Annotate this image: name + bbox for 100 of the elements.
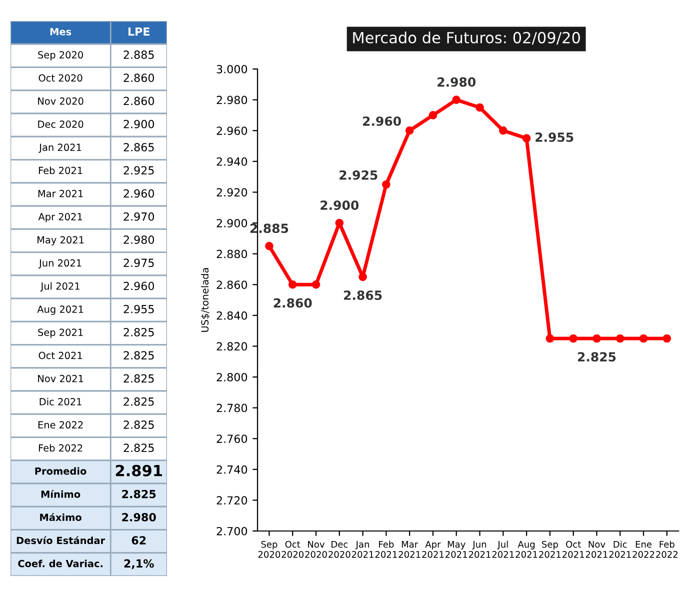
text: 2.825 — [124, 374, 154, 383]
text: 2.825 — [122, 490, 156, 498]
text: 2.980 — [124, 236, 154, 244]
text: 2.865 — [124, 143, 154, 152]
text: Mes — [50, 28, 72, 36]
text: Oct 2020 — [38, 74, 82, 82]
text: Nov 2021 — [38, 374, 84, 382]
x-tick-label: Jun 2021 — [468, 541, 490, 558]
point — [476, 103, 484, 112]
point — [522, 134, 531, 142]
text: Ene 2022 — [38, 421, 83, 429]
text: 2.960 — [124, 282, 154, 290]
text: 2.825 — [124, 444, 154, 452]
point — [639, 334, 648, 343]
y-tick-label: 2.940 — [216, 157, 248, 166]
y-tick-label: 2.820 — [216, 342, 248, 351]
text: 2.980 — [122, 513, 156, 522]
data-label: 2.860 — [274, 298, 312, 308]
point — [616, 334, 624, 343]
text: Dec 2020 — [38, 120, 84, 128]
text: 2.825 — [124, 397, 154, 406]
x-tick-label: Nov 2020 — [305, 541, 327, 558]
y-tick-label: 2.720 — [216, 496, 248, 505]
x-tick-label: Oct 2021 — [562, 540, 584, 558]
text: Feb 2021 — [38, 166, 82, 174]
point — [405, 126, 414, 135]
y-tick-label: 2.920 — [216, 188, 248, 197]
text: 62 — [132, 536, 146, 545]
text: 2.860 — [124, 74, 154, 82]
x-tick-label: Jan 2021 — [352, 541, 374, 558]
x-tick-label: Jul 2021 — [492, 540, 514, 558]
text: Jul 2021 — [40, 282, 80, 292]
x-tick-label: Apr 2021 — [422, 541, 444, 558]
point — [288, 280, 297, 289]
text: 2.900 — [124, 120, 154, 128]
y-tick-label: 2.880 — [216, 250, 248, 258]
point — [546, 334, 554, 343]
y-tick-label: 2.780 — [216, 404, 248, 412]
data-label: 2.900 — [320, 200, 359, 210]
y-tick-label: 2.700 — [216, 526, 248, 536]
y-tick-label: 2.980 — [216, 96, 248, 104]
text: 2.970 — [124, 212, 154, 221]
x-tick-label: Mar 2021 — [398, 541, 420, 558]
text: 2.825 — [124, 420, 154, 429]
point — [265, 242, 274, 250]
x-tick-label: Sep 2020 — [258, 540, 280, 558]
x-tick-label: Oct 2020 — [282, 540, 304, 558]
text: Sep 2020 — [38, 51, 83, 60]
chart-title: Mercado de Futuros: 02/09/20 — [353, 32, 580, 45]
text: 2.925 — [124, 166, 154, 175]
point — [592, 334, 601, 343]
point — [662, 334, 672, 343]
data-label: 2.865 — [344, 290, 382, 300]
point — [382, 180, 390, 189]
x-tick-label: May 2021 — [446, 541, 468, 558]
text: Desvío Estándar — [16, 536, 106, 544]
y-tick-label: 2.740 — [216, 465, 248, 474]
text: Máximo — [40, 513, 82, 522]
text: 2.891 — [116, 464, 162, 476]
text: Oct 2021 — [38, 352, 82, 360]
text: May 2021 — [38, 236, 84, 246]
text: Jun 2021 — [38, 259, 82, 268]
x-tick-label: Sep 2021 — [539, 540, 561, 558]
text: 2.825 — [124, 328, 154, 336]
y-tick-label: 2.860 — [216, 280, 248, 289]
y-tick-label: 2.800 — [216, 372, 248, 382]
text: 2.860 — [124, 96, 154, 106]
y-axis-title: US$/tonelada — [201, 268, 210, 332]
data-label: 2.980 — [438, 77, 476, 87]
text: Promedio — [35, 467, 86, 475]
data-label: 2.925 — [340, 170, 378, 180]
text: 2.975 — [124, 258, 154, 268]
point — [569, 334, 578, 343]
text: Coef. de Variac. — [18, 560, 102, 568]
point — [498, 126, 508, 135]
text: 2.825 — [124, 351, 154, 360]
text: Aug 2021 — [37, 306, 84, 315]
point — [358, 272, 367, 282]
x-tick-label: Dic 2021 — [609, 540, 631, 558]
x-tick-label: Dec 2020 — [328, 541, 350, 558]
data-label: 2.960 — [363, 116, 401, 126]
x-tick-label: Aug 2021 — [516, 541, 538, 558]
text: Nov 2020 — [38, 97, 84, 105]
text: LPE — [128, 28, 150, 36]
text: Sep 2021 — [38, 328, 83, 338]
y-tick-label: 2.760 — [216, 434, 248, 443]
text: 2.960 — [124, 189, 154, 198]
text: 2.885 — [124, 50, 154, 59]
text: 2.955 — [124, 304, 154, 314]
data-label: 2.955 — [536, 132, 574, 142]
text: Feb 2022 — [38, 444, 82, 452]
x-tick-label: Ene 2022 — [632, 541, 654, 558]
text: Mar 2021 — [38, 190, 83, 198]
y-tick-label: 3.000 — [216, 64, 248, 74]
text: 2,1% — [124, 559, 154, 570]
point — [428, 111, 438, 120]
y-tick-label: 2.900 — [216, 218, 248, 228]
y-tick-label: 2.840 — [216, 311, 248, 320]
x-tick-label: Feb 2021 — [375, 540, 397, 558]
point — [452, 96, 461, 104]
